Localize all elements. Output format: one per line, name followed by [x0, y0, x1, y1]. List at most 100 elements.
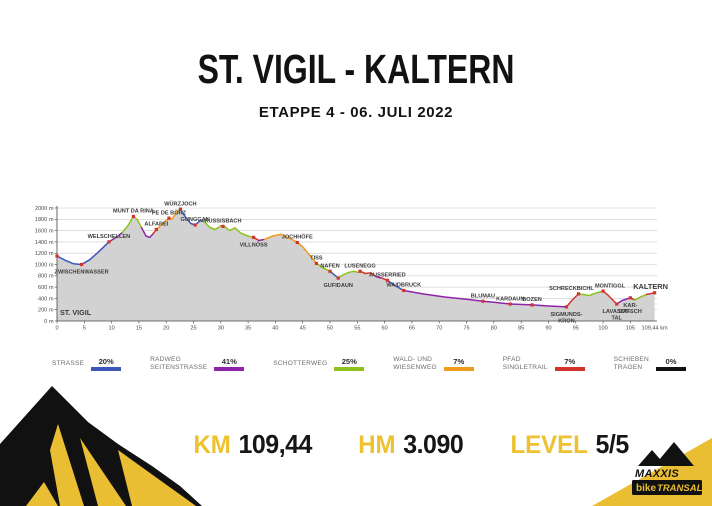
legend-percentage: 7%	[453, 357, 465, 367]
logo-bike-text: bike	[636, 483, 656, 494]
waypoint-label: KARDAUN	[496, 296, 524, 302]
stat-level: LEVEL 5/5	[510, 429, 629, 460]
waypoint-label: SIGMUNDS-	[550, 312, 582, 318]
legend-label: WALD- UND WIESENWEG	[393, 356, 437, 372]
y-tick-label: 1600 m	[35, 229, 54, 235]
stat-distance: KM 109,44	[193, 429, 312, 460]
logo-box	[632, 480, 702, 495]
x-tick-label: 50	[327, 326, 333, 332]
surface-segment-schotter	[577, 290, 604, 297]
surface-segment-radweg	[108, 231, 124, 243]
waypoint-label: LUSENEGG	[344, 263, 375, 269]
x-tick-label: 80	[491, 326, 497, 332]
waypoint-label: TISS	[310, 256, 323, 262]
legend-percentage: 0%	[665, 357, 677, 367]
waypoint-label: MUNT DA RINA	[113, 209, 154, 215]
waypoint-label: BLUMAU	[471, 293, 495, 299]
legend-label: RADWEG SEITENSTRASSE	[150, 356, 208, 372]
legend-item-strasse: STRASSE 20%	[52, 357, 122, 371]
waypoint-marker	[107, 240, 111, 244]
legend-percentage: 20%	[98, 357, 114, 367]
waypoint-label: SCHRECKBICHL	[549, 286, 594, 292]
legend-color-swatch	[554, 367, 585, 371]
legend-color-swatch	[655, 367, 686, 371]
waypoint-marker	[154, 227, 158, 232]
x-tick-label: 100	[598, 326, 607, 332]
waypoint-label: TAL	[611, 315, 622, 321]
legend-percentage: 41%	[221, 357, 237, 367]
waypoint-label: BOZEN	[522, 297, 542, 303]
waypoint-label: WELSCHELLEN	[88, 234, 131, 240]
waypoint-label: DATSCH	[619, 309, 642, 315]
waypoint-marker	[615, 302, 619, 306]
waypoint-marker	[576, 292, 581, 296]
brand-corner: MAXXIS bikeTRANSALP	[592, 438, 712, 506]
legend-percentage: 7%	[564, 357, 576, 367]
x-tick-label: 60	[382, 326, 388, 332]
waypoint-label: GUFIDAUN	[323, 283, 353, 289]
legend-color-swatch	[214, 367, 245, 371]
waypoint-label: LAVASON-	[603, 309, 632, 315]
stage-subtitle: ETAPPE 4 - 06. JULI 2022	[258, 104, 454, 121]
legend-item-schieben: SCHIEBEN TRAGEN 0%	[614, 356, 686, 372]
x-tick-label: 30	[218, 326, 224, 332]
waypoint-label: ALFAREI	[144, 222, 168, 228]
stat-climbing-label: HM	[358, 431, 396, 459]
waypoint-marker	[481, 299, 485, 303]
legend-item-pfad: PFAD SINGLETRAIL 7%	[503, 356, 585, 372]
x-tick-label: 5	[83, 326, 86, 332]
waypoint-label: RUSSISBACH	[205, 219, 242, 225]
surface-segment-schotter	[633, 293, 648, 301]
start-label: ST. VIGIL	[60, 308, 92, 317]
stat-level-value: 5/5	[595, 429, 629, 459]
waypoint-marker	[336, 276, 340, 280]
waypoint-marker	[402, 288, 406, 293]
surface-segment-radweg	[258, 238, 266, 242]
legend-percentage: 25%	[341, 357, 357, 367]
legend-item-wald: WALD- UND WIESENWEG 7%	[393, 356, 474, 372]
x-tick-label: 0	[55, 326, 58, 332]
svg-text:bikeTRANSALP: bikeTRANSALP	[636, 483, 709, 494]
waypoint-marker	[530, 303, 534, 307]
surface-segment-pfad	[565, 293, 580, 308]
x-tick-label: 95	[573, 326, 579, 332]
surface-segment-radweg	[375, 276, 383, 279]
x-tick-label: 85	[518, 326, 524, 332]
waypoint-marker	[328, 269, 332, 273]
legend-color-swatch	[91, 367, 122, 371]
surface-segment-schotter	[203, 220, 255, 239]
x-tick-label: 20	[163, 326, 169, 332]
surface-segment-pfad	[602, 290, 618, 305]
x-tick-label: 35	[245, 326, 251, 332]
legend-item-radweg: RADWEG SEITENSTRASSE 41%	[150, 356, 245, 372]
legend-color-swatch	[443, 367, 474, 371]
y-tick-label: 0 m	[44, 319, 54, 325]
x-tick-label: 40	[272, 326, 278, 332]
elevation-profile-chart: 0 m 200 m 400 m 600 m 800 m 1000 m 1200 m 1400 …	[35, 200, 668, 332]
bike-transalp-logo: MAXXIS bikeTRANSALP	[632, 442, 709, 495]
surface-segment-schotter	[337, 270, 361, 279]
waypoint-label: NAFEN	[320, 263, 339, 269]
waypoint-marker	[385, 278, 389, 282]
waypoint-label: KALTERN	[633, 282, 668, 291]
elevation-area	[57, 209, 655, 321]
surface-segment-wald	[263, 233, 318, 265]
y-tick-label: 2000 m	[35, 206, 54, 212]
x-tick-label: 75	[463, 326, 469, 332]
y-tick-label: 200 m	[38, 308, 54, 314]
surface-segment-strasse	[386, 279, 405, 292]
legend-label: STRASSE	[52, 360, 85, 368]
waypoint-marker	[358, 269, 362, 273]
waypoint-label: KRON	[558, 318, 574, 324]
waypoint-marker	[221, 224, 225, 228]
y-tick-label: 1200 m	[35, 251, 54, 257]
logo-brand-text: MAXXIS	[635, 468, 679, 480]
waypoint-marker	[79, 262, 84, 267]
x-tick-label: 70	[436, 326, 442, 332]
surface-segment-schotter	[315, 262, 331, 273]
y-tick-label: 800 m	[38, 274, 54, 280]
page-title: ST. VIGIL - KALTERN	[197, 46, 515, 92]
y-tick-label: 1000 m	[35, 262, 54, 268]
waypoint-marker	[601, 289, 605, 293]
